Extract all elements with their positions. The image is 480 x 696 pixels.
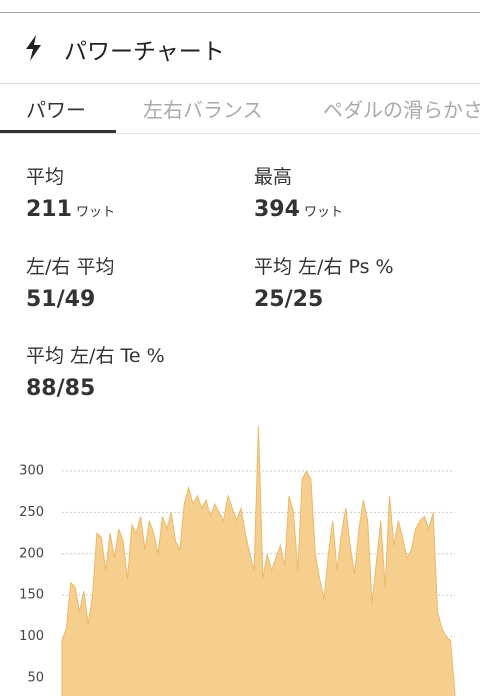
stat-label: 平均 (26, 166, 65, 188)
divider (0, 83, 480, 84)
tab[interactable]: 左右バランス (143, 98, 263, 122)
y-tick-label: 200 (19, 546, 44, 561)
stat-value: 25/25 (254, 287, 324, 312)
y-tick-label: 150 (19, 588, 44, 603)
y-tick-label: 50 (27, 671, 44, 686)
y-tick-label: 300 (19, 464, 44, 479)
tab[interactable]: パワー (26, 98, 86, 122)
stat-label: 平均 左/右 Te % (26, 345, 165, 367)
bolt-icon (26, 35, 41, 61)
stat-value: 88/85 (26, 376, 96, 401)
stat-value: 51/49 (26, 287, 96, 312)
value: 394 (254, 197, 300, 222)
header-title: パワーチャート (64, 39, 225, 65)
divider (0, 133, 480, 134)
value: 211 (26, 197, 72, 222)
tab[interactable]: ペダルの滑らかさ (323, 98, 480, 122)
tab-indicator (0, 130, 116, 133)
unit: ワット (75, 205, 115, 220)
top-rule (0, 12, 480, 13)
unit: ワット (303, 205, 343, 220)
y-tick-label: 250 (19, 505, 44, 520)
stat-label: 最高 (254, 166, 293, 188)
y-tick-label: 100 (19, 629, 44, 644)
stat-value: 394 ワット (254, 197, 343, 222)
stat-value: 211 ワット (26, 197, 115, 222)
stat-label: 平均 左/右 Ps % (254, 256, 394, 278)
area (61, 425, 456, 696)
stat-label: 左/右 平均 (26, 256, 115, 278)
